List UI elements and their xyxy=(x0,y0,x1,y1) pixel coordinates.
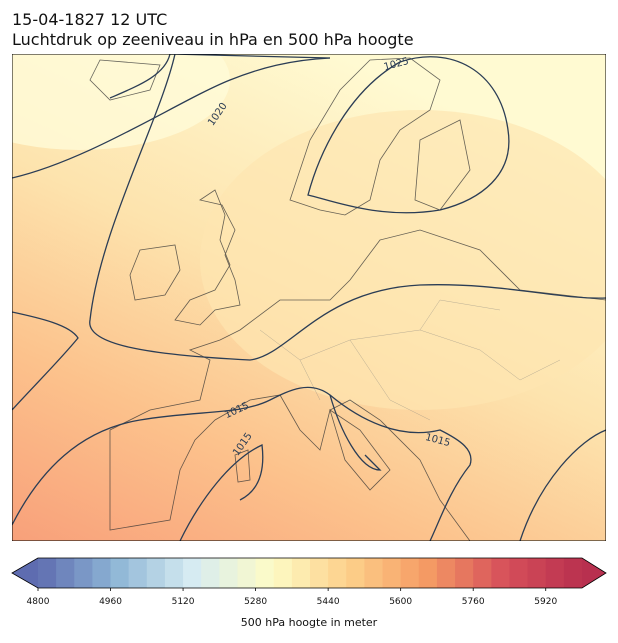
map xyxy=(12,54,606,541)
colorbar-band xyxy=(382,558,402,588)
coastline xyxy=(329,409,391,491)
colorbar-frame xyxy=(11,557,607,589)
title: 15-04-1827 12 UTC xyxy=(12,10,167,29)
colorbar-band xyxy=(183,558,202,588)
colorbar-band xyxy=(400,558,420,588)
colorbar-extend xyxy=(12,558,38,588)
colorbar-band xyxy=(237,558,257,588)
colorbar-band xyxy=(273,558,293,588)
colorbar-band xyxy=(509,558,529,588)
colorbar-band xyxy=(146,558,166,588)
colorbar-tick-label: 4960 xyxy=(99,597,122,607)
colorbar-band xyxy=(110,558,130,588)
colorbar-tick-label: 5120 xyxy=(172,597,195,607)
colorbar-tick-label: 5600 xyxy=(389,597,412,607)
colorbar-band xyxy=(201,558,220,588)
colorbar-band xyxy=(328,558,347,588)
colorbar-label: 500 hPa hoogte in meter xyxy=(241,616,378,629)
colorbar-tick-label: 4800 xyxy=(27,597,50,607)
coastline xyxy=(109,229,606,541)
isobar xyxy=(12,311,79,411)
isobar xyxy=(89,54,606,361)
border xyxy=(259,299,561,421)
colorbar-band xyxy=(364,558,384,588)
colorbar: 4800 4960 5120 5280 5440 5600 5760 5920 xyxy=(11,557,607,607)
colorbar-band xyxy=(473,558,492,588)
colorbar-band xyxy=(219,558,238,588)
coastline xyxy=(89,59,161,101)
colorbar-band xyxy=(346,558,365,588)
isobar xyxy=(519,429,606,541)
isobar xyxy=(12,57,331,179)
colorbar-band xyxy=(418,558,438,588)
colorbar-band xyxy=(92,558,112,588)
colorbar-band xyxy=(491,558,510,588)
colorbar-band xyxy=(164,558,184,588)
colorbar-band xyxy=(128,558,148,588)
colorbar-band xyxy=(563,558,583,588)
coastline xyxy=(234,449,251,483)
colorbar-band xyxy=(255,558,275,588)
colorbar-band xyxy=(56,558,75,588)
coastline xyxy=(289,57,441,216)
isobar xyxy=(179,444,264,541)
isobar xyxy=(307,56,510,214)
coastline xyxy=(174,189,241,326)
colorbar-band xyxy=(38,558,57,588)
isobar xyxy=(329,394,382,471)
subtitle: Luchtdruk op zeeniveau in hPa en 500 hPa… xyxy=(12,30,414,49)
colorbar-band xyxy=(436,558,456,588)
colorbar-tick-label: 5440 xyxy=(317,597,340,607)
colorbar-extend xyxy=(582,558,606,588)
colorbar-tick-label: 5760 xyxy=(462,597,485,607)
colorbar-band xyxy=(527,558,547,588)
colorbar-band xyxy=(74,558,93,588)
colorbar-band xyxy=(455,558,474,588)
colorbar-band xyxy=(291,558,311,588)
height-field xyxy=(12,54,230,150)
colorbar-tick-label: 5280 xyxy=(244,597,267,607)
colorbar-band xyxy=(545,558,565,588)
isobar xyxy=(12,386,472,541)
isobar xyxy=(109,54,331,99)
coastline xyxy=(129,244,181,301)
coastline xyxy=(414,119,471,211)
colorbar-tick-label: 5920 xyxy=(534,597,557,607)
colorbar-band xyxy=(310,558,329,588)
height-field xyxy=(200,110,606,410)
